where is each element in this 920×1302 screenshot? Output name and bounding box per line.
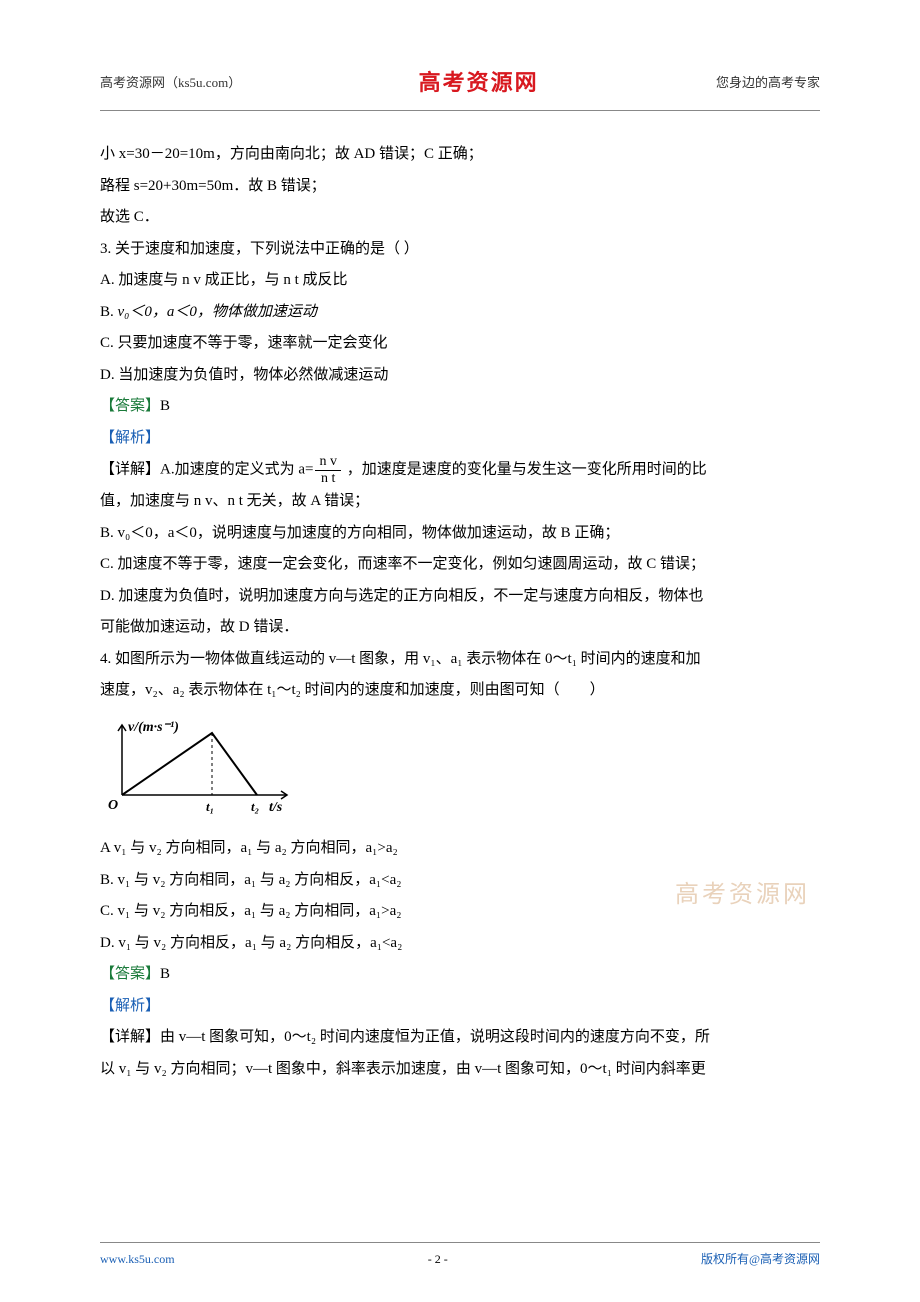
answer-value: B [160, 398, 170, 414]
page-footer: www.ks5u.com - 2 - 版权所有@高考资源网 [100, 1242, 820, 1272]
q4-answer: 【答案】B [100, 959, 820, 991]
q3-detail-b: B. v₀＜0，a＜0，说明速度与加速度的方向相同，物体做加速运动，故 B 正确… [100, 518, 820, 550]
q4-detail1: 【详解】由 v—t 图象可知，0～t₂ 时间内速度恒为正值，说明这段时间内的速度… [100, 1022, 820, 1054]
q4-stem1: 4. 如图所示为一物体做直线运动的 v—t 图象，用 v₁、a₁ 表示物体在 0… [100, 644, 820, 676]
q3-analysis-label: 【解析】 [100, 423, 820, 455]
svg-text:t₁: t₁ [206, 799, 214, 814]
answer-label: 【答案】 [100, 966, 160, 982]
q4-option-a: A v₁ 与 v₂ 方向相同，a₁ 与 a₂ 方向相同，a₁>a₂ [100, 833, 820, 865]
q3-detail-d2: 可能做加速运动，故 D 错误． [100, 612, 820, 644]
svg-text:t₂: t₂ [251, 799, 259, 814]
answer-value: B [160, 966, 170, 982]
analysis-label: 【解析】 [100, 998, 160, 1014]
q3-option-a: A. 加速度与 n v 成正比，与 n t 成反比 [100, 265, 820, 297]
header-left: 高考资源网（ks5u.com） [100, 69, 241, 96]
option-body: v₀＜0，a＜0，物体做加速运动 [118, 304, 317, 320]
text-line: 小 x=30－20=10m，方向由南向北；故 AD 错误；C 正确； [100, 139, 820, 171]
q3-option-c: C. 只要加速度不等于零，速率就一定会变化 [100, 328, 820, 360]
q4-option-c: C. v₁ 与 v₂ 方向相反，a₁ 与 a₂ 方向相同，a₁>a₂ [100, 896, 820, 928]
q3-detail-c: C. 加速度不等于零，速度一定会变化，而速率不一定变化，例如匀速圆周运动，故 C… [100, 549, 820, 581]
q4-stem2: 速度，v₂、a₂ 表示物体在 t₁～t₂ 时间内的速度和加速度，则由图可知（ ） [100, 675, 820, 707]
page-header: 高考资源网（ks5u.com） 高考资源网 您身边的高考专家 [100, 60, 820, 111]
option-prefix: B. [100, 304, 118, 320]
text-line: 路程 s=20+30m=50m．故 B 错误； [100, 171, 820, 203]
q4-analysis-label: 【解析】 [100, 991, 820, 1023]
q3-option-b: B. v₀＜0，a＜0，物体做加速运动 [100, 297, 820, 329]
q3-detail-a: 【详解】A.加速度的定义式为 a=n vn t ，加速度是速度的变化量与发生这一… [100, 454, 820, 486]
header-center: 高考资源网 [419, 60, 539, 106]
analysis-label: 【解析】 [100, 430, 160, 446]
q3-detail-d1: D. 加速度为负值时，说明加速度方向与选定的正方向相反，不一定与速度方向相反，物… [100, 581, 820, 613]
detail-text: ，加速度是速度的变化量与发生这一变化所用时间的比 [343, 462, 707, 478]
svg-text:O: O [108, 798, 118, 813]
q3-option-d: D. 当加速度为负值时，物体必然做减速运动 [100, 360, 820, 392]
q3-detail-a2: 值，加速度与 n v、n t 无关，故 A 错误； [100, 486, 820, 518]
footer-center: - 2 - [428, 1247, 448, 1272]
footer-right: 版权所有@高考资源网 [701, 1247, 820, 1272]
vt-graph-svg: Ov/(m·s⁻¹) t/s t₁ t₂ [102, 715, 302, 815]
q3-answer: 【答案】B [100, 391, 820, 423]
body-content: 小 x=30－20=10m，方向由南向北；故 AD 错误；C 正确； 路程 s=… [100, 139, 820, 1085]
footer-left: www.ks5u.com [100, 1247, 175, 1272]
fraction-num: n v [315, 454, 341, 470]
q4-option-d: D. v₁ 与 v₂ 方向相反，a₁ 与 a₂ 方向相反，a₁<a₂ [100, 928, 820, 960]
fraction: n vn t [315, 454, 341, 486]
svg-text:t/s: t/s [269, 800, 283, 815]
fraction-den: n t [315, 471, 341, 486]
svg-text:v/(m·s⁻¹): v/(m·s⁻¹) [128, 720, 179, 735]
answer-label: 【答案】 [100, 398, 160, 414]
detail-text: 【详解】A.加速度的定义式为 a= [100, 462, 313, 478]
vt-graph: Ov/(m·s⁻¹) t/s t₁ t₂ [102, 715, 820, 828]
q4-detail2: 以 v₁ 与 v₂ 方向相同；v—t 图象中，斜率表示加速度，由 v—t 图象可… [100, 1054, 820, 1086]
header-right: 您身边的高考专家 [716, 69, 820, 96]
text-line: 故选 C． [100, 202, 820, 234]
q4-option-b: B. v₁ 与 v₂ 方向相同，a₁ 与 a₂ 方向相反，a₁<a₂ [100, 865, 820, 897]
q3-stem: 3. 关于速度和加速度，下列说法中正确的是（ ） [100, 234, 820, 266]
